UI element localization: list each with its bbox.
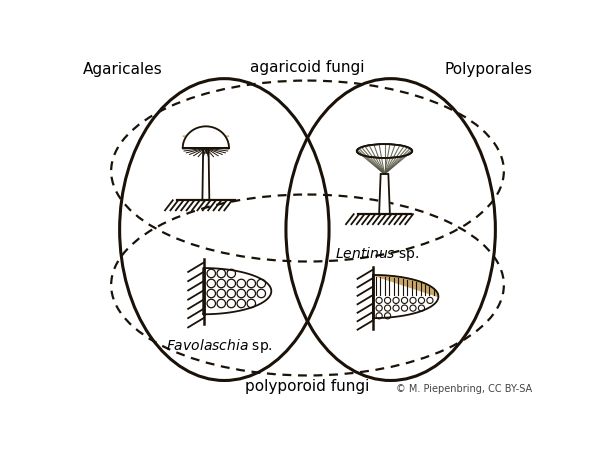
Circle shape	[217, 289, 226, 298]
Text: agaricoid fungi: agaricoid fungi	[250, 60, 365, 75]
Polygon shape	[202, 148, 209, 200]
Polygon shape	[183, 126, 229, 148]
Circle shape	[410, 305, 416, 311]
Polygon shape	[373, 275, 439, 297]
Circle shape	[385, 297, 391, 303]
Circle shape	[401, 297, 407, 303]
Circle shape	[418, 305, 425, 311]
Circle shape	[227, 289, 236, 298]
Text: $\it{Lentinus}$ sp.: $\it{Lentinus}$ sp.	[335, 245, 419, 263]
Circle shape	[401, 305, 407, 311]
Polygon shape	[373, 275, 439, 318]
Circle shape	[237, 299, 245, 308]
Circle shape	[217, 299, 226, 308]
Polygon shape	[183, 126, 229, 148]
Circle shape	[393, 305, 399, 311]
Circle shape	[207, 299, 215, 308]
Circle shape	[217, 279, 226, 288]
Circle shape	[385, 305, 391, 311]
Text: polyporoid fungi: polyporoid fungi	[245, 379, 370, 394]
Circle shape	[257, 279, 266, 288]
Polygon shape	[203, 268, 271, 314]
Circle shape	[207, 279, 215, 288]
Circle shape	[207, 269, 215, 278]
Polygon shape	[183, 126, 229, 148]
Circle shape	[237, 289, 245, 298]
Circle shape	[227, 299, 236, 308]
Circle shape	[427, 297, 433, 303]
Circle shape	[247, 299, 256, 308]
Circle shape	[257, 289, 266, 298]
Polygon shape	[379, 174, 390, 214]
Circle shape	[247, 279, 256, 288]
Text: © M. Piepenbring, CC BY-SA: © M. Piepenbring, CC BY-SA	[396, 384, 532, 394]
Text: Agaricales: Agaricales	[83, 62, 163, 76]
Circle shape	[217, 269, 226, 278]
Circle shape	[247, 289, 256, 298]
Polygon shape	[183, 126, 229, 148]
Circle shape	[237, 279, 245, 288]
Circle shape	[385, 313, 391, 319]
Circle shape	[376, 313, 382, 319]
Circle shape	[418, 297, 425, 303]
Circle shape	[207, 289, 215, 298]
Circle shape	[376, 297, 382, 303]
Ellipse shape	[357, 144, 412, 158]
Text: $\it{Favolaschia}$ sp.: $\it{Favolaschia}$ sp.	[166, 338, 272, 356]
Circle shape	[376, 305, 382, 311]
Text: Polyporales: Polyporales	[445, 62, 532, 76]
Polygon shape	[183, 126, 229, 148]
Circle shape	[393, 297, 399, 303]
Circle shape	[227, 269, 236, 278]
Circle shape	[227, 279, 236, 288]
Polygon shape	[183, 126, 229, 148]
Circle shape	[410, 297, 416, 303]
